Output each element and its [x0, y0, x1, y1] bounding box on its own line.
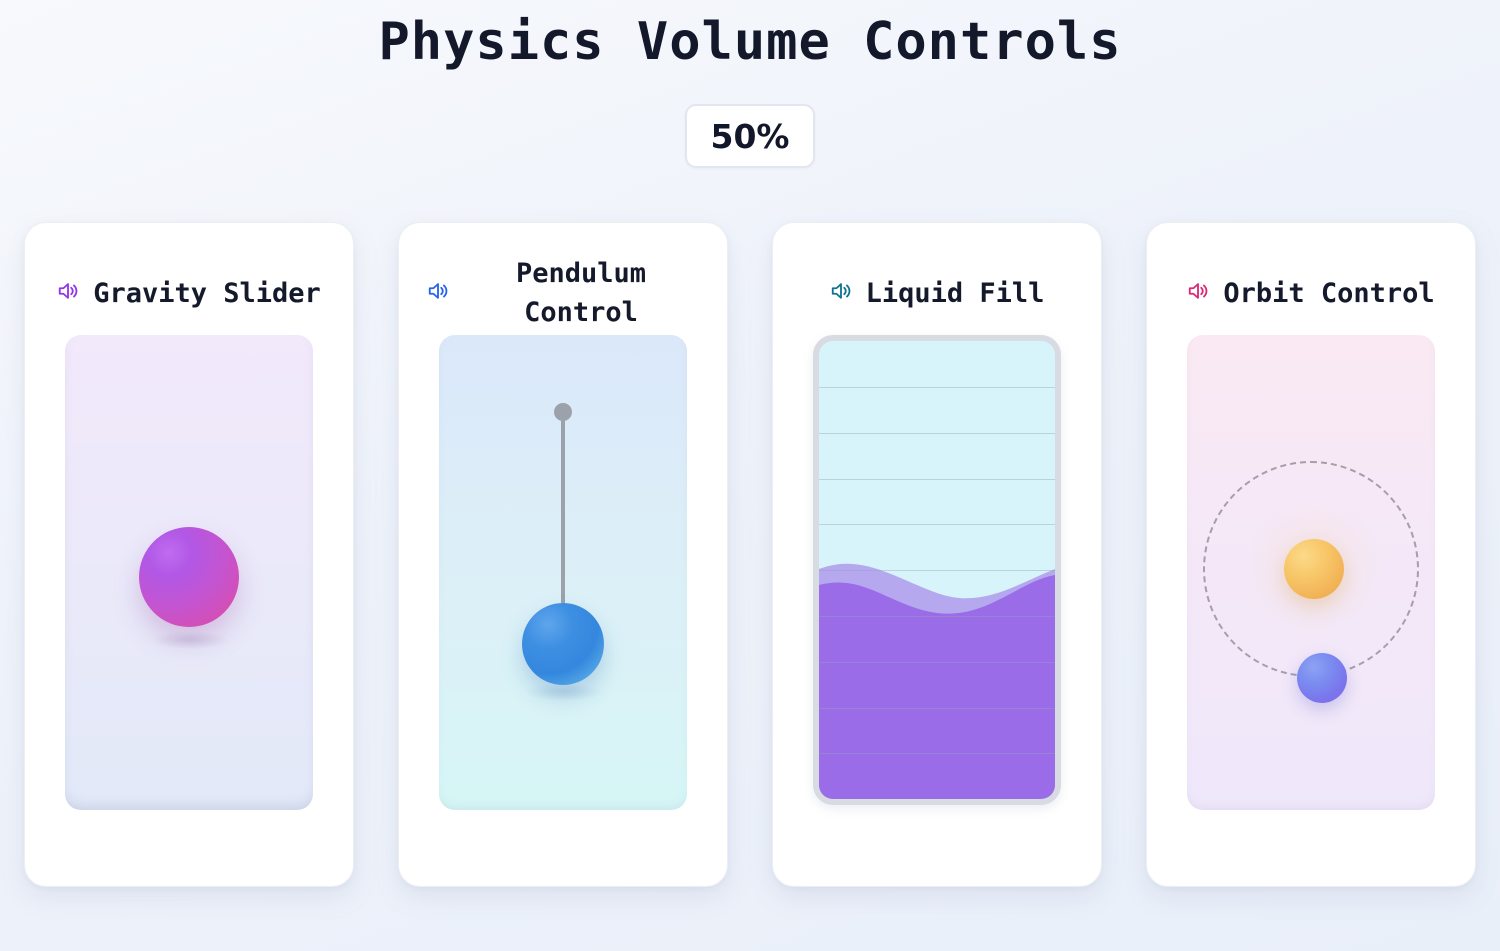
volume-percentage-badge[interactable]: 50%: [685, 104, 815, 169]
pendulum-bob-handle[interactable]: [522, 603, 604, 686]
speaker-wave-icon[interactable]: [427, 280, 449, 306]
liquid-tick-marks: [819, 341, 1055, 799]
speaker-wave-icon[interactable]: [57, 280, 79, 306]
card-liquid-fill[interactable]: Liquid Fill: [772, 222, 1102, 888]
speaker-wave-icon[interactable]: [1187, 280, 1209, 306]
liquid-wave-graphic: [819, 563, 1055, 800]
page-title: Physics Volume Controls: [378, 12, 1122, 72]
speaker-wave-icon[interactable]: [830, 280, 852, 306]
card-header-orbit: Orbit Control: [1175, 251, 1447, 335]
card-title-orbit: Orbit Control: [1223, 277, 1435, 309]
card-title-pendulum: Pendulum Control: [515, 258, 647, 329]
orbit-stage[interactable]: [1187, 335, 1435, 811]
orbit-center-sun: [1284, 539, 1344, 600]
card-header-pendulum: Pendulum Control: [427, 251, 699, 335]
card-title-liquid: Liquid Fill: [865, 277, 1045, 309]
pendulum-stage[interactable]: [439, 335, 687, 811]
pendulum-bob-shadow: [525, 683, 603, 702]
card-title-gravity: Gravity Slider: [93, 277, 321, 309]
pendulum-string: [561, 412, 565, 608]
volume-badge-row: 50%: [0, 104, 1500, 169]
gravity-ball-shadow: [151, 631, 229, 650]
liquid-cylinder[interactable]: [813, 335, 1061, 806]
card-pendulum-control[interactable]: Pendulum Control: [398, 222, 728, 888]
gravity-ball-handle[interactable]: [139, 527, 239, 628]
control-card-grid: Gravity Slider Pendulum Control: [0, 222, 1500, 888]
orbit-planet-handle[interactable]: [1297, 653, 1347, 704]
card-header-gravity: Gravity Slider: [53, 251, 325, 335]
gravity-slider-track[interactable]: [65, 335, 313, 811]
card-header-liquid: Liquid Fill: [801, 251, 1073, 335]
card-gravity-slider[interactable]: Gravity Slider: [24, 222, 354, 888]
card-orbit-control[interactable]: Orbit Control: [1146, 222, 1476, 888]
